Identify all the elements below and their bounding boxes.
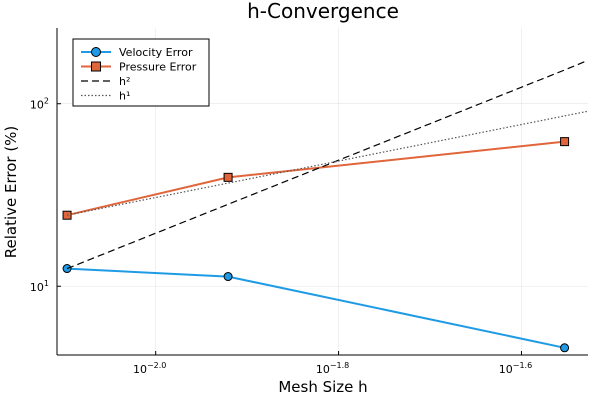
chart-title: h-Convergence	[247, 0, 399, 23]
series-layer	[62, 59, 589, 353]
legend-marker	[91, 47, 101, 57]
data-point	[560, 343, 570, 353]
x-tick-label: 10−1.6	[499, 361, 532, 376]
ticks: 10−2.0 10−1.8 10−1.6 101 102	[30, 97, 532, 376]
data-point	[560, 137, 570, 147]
data-point	[223, 272, 233, 282]
legend-label: h²	[119, 75, 130, 88]
legend-marker	[91, 61, 101, 72]
axes	[56, 28, 588, 356]
data-point	[62, 264, 72, 274]
y-tick-label: 102	[30, 97, 49, 112]
series-line-4	[66, 110, 589, 216]
legend-label: Pressure Error	[119, 61, 197, 74]
y-axis-label: Relative Error (%)	[2, 126, 20, 259]
x-axis-label: Mesh Size h	[278, 378, 367, 396]
legend-label: h¹	[119, 90, 130, 103]
series-line-3	[66, 59, 589, 270]
x-tick-label: 10−2.0	[133, 361, 166, 376]
data-point	[223, 172, 233, 182]
y-tick-label: 101	[30, 279, 49, 294]
x-tick-label: 10−1.8	[316, 361, 349, 376]
data-point	[62, 210, 72, 220]
legend-label: Velocity Error	[119, 46, 193, 59]
